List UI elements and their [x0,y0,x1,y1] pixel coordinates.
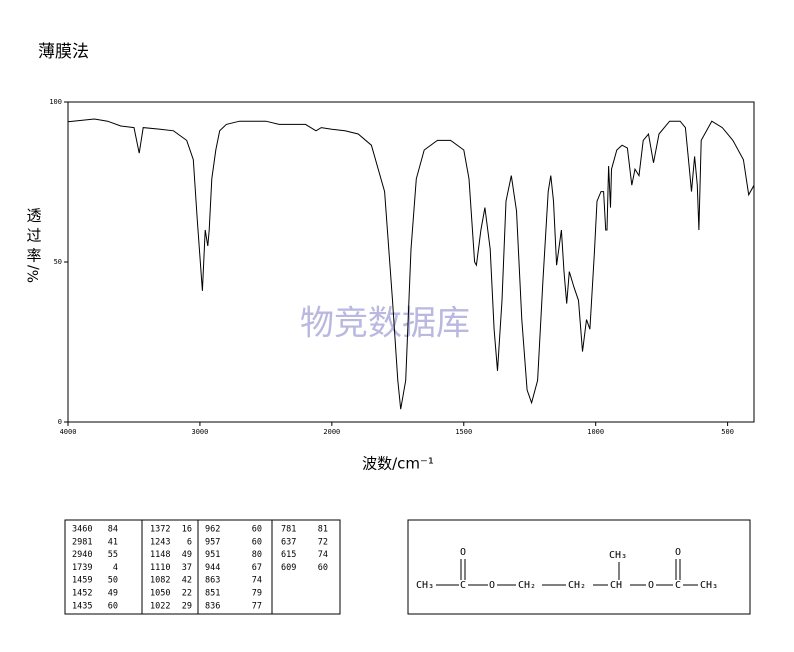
x-tick-label: 1000 [587,428,604,436]
y-tick-label: 50 [54,258,62,266]
peak-transmittance: 60 [318,563,328,573]
x-tick-label: 2000 [323,428,340,436]
y-axis-label: 过 [26,227,41,245]
peak-transmittance: 79 [252,589,262,599]
peak-transmittance: 81 [318,525,328,535]
peak-transmittance: 72 [318,537,328,547]
watermark: 物竞数据库 [300,304,470,344]
peak-wavenumber: 1452 [72,589,92,599]
y-tick-label: 100 [49,98,62,106]
structure-atom: O [460,547,466,558]
peak-wavenumber: 1243 [150,537,170,547]
peak-wavenumber: 1435 [72,601,92,611]
structure-atom: C [675,580,681,591]
peak-transmittance: 80 [252,550,262,560]
peak-transmittance: 67 [252,563,262,573]
peak-transmittance: 55 [108,550,118,560]
structure-atom: CH₃ [700,580,718,591]
peak-transmittance: 6 [187,537,192,547]
peak-wavenumber: 2981 [72,537,92,547]
structure-atom: O [489,580,495,591]
peak-transmittance: 60 [252,525,262,535]
y-axis-label: 透 [26,207,41,225]
peak-transmittance: 22 [182,589,192,599]
structure-atom: CH₂ [568,580,586,591]
peak-wavenumber: 1022 [150,601,170,611]
y-axis-label: %/ [26,265,42,283]
peak-wavenumber: 609 [281,563,296,573]
x-tick-label: 4000 [60,428,77,436]
structure-frame [407,519,751,615]
structure-atom: O [675,547,681,558]
peak-transmittance: 77 [252,601,262,611]
peak-wavenumber: 962 [205,525,220,535]
peak-transmittance: 60 [252,537,262,547]
peak-wavenumber: 781 [281,525,296,535]
peak-wavenumber: 615 [281,550,296,560]
peak-wavenumber: 1739 [72,563,92,573]
structure-atom: CH₃ [609,550,627,561]
peak-wavenumber: 1110 [150,563,170,573]
peak-transmittance: 49 [108,589,118,599]
x-tick-label: 3000 [191,428,208,436]
peak-wavenumber: 944 [205,563,220,573]
peak-table-frame [64,519,341,615]
peak-transmittance: 74 [318,550,328,560]
chart-title: 薄膜法 [38,42,89,62]
peak-wavenumber: 836 [205,601,220,611]
peak-wavenumber: 1459 [72,576,92,586]
peak-transmittance: 29 [182,601,192,611]
y-tick-label: 0 [58,418,62,426]
peak-wavenumber: 1050 [150,589,170,599]
peak-wavenumber: 2940 [72,550,92,560]
spectrum-line [67,118,755,410]
structure-atom: C [460,580,466,591]
x-tick-label: 1500 [455,428,472,436]
peak-transmittance: 84 [108,525,118,535]
peak-wavenumber: 863 [205,576,220,586]
peak-wavenumber: 851 [205,589,220,599]
peak-wavenumber: 957 [205,537,220,547]
peak-transmittance: 74 [252,576,262,586]
peak-wavenumber: 951 [205,550,220,560]
structure-bonds [436,559,698,586]
x-axis-label: 波数/cm⁻¹ [362,455,434,473]
peak-transmittance: 37 [182,563,192,573]
peak-transmittance: 60 [108,601,118,611]
peak-transmittance: 16 [182,525,192,535]
peak-wavenumber: 1372 [150,525,170,535]
peak-wavenumber: 3460 [72,525,92,535]
peak-transmittance: 41 [108,537,118,547]
structure-atom: CH₂ [518,580,536,591]
structure-atom: CH₃ [416,580,434,591]
y-axis-label: 率 [26,247,41,265]
peak-wavenumber: 1148 [150,550,170,560]
structure-atom: O [648,580,654,591]
structure-atom: CH [610,580,622,591]
peak-wavenumber: 1082 [150,576,170,586]
peak-transmittance: 50 [108,576,118,586]
x-tick-label: 500 [721,428,734,436]
peak-transmittance: 42 [182,576,192,586]
peak-wavenumber: 637 [281,537,296,547]
peak-transmittance: 4 [113,563,118,573]
peak-transmittance: 49 [182,550,192,560]
